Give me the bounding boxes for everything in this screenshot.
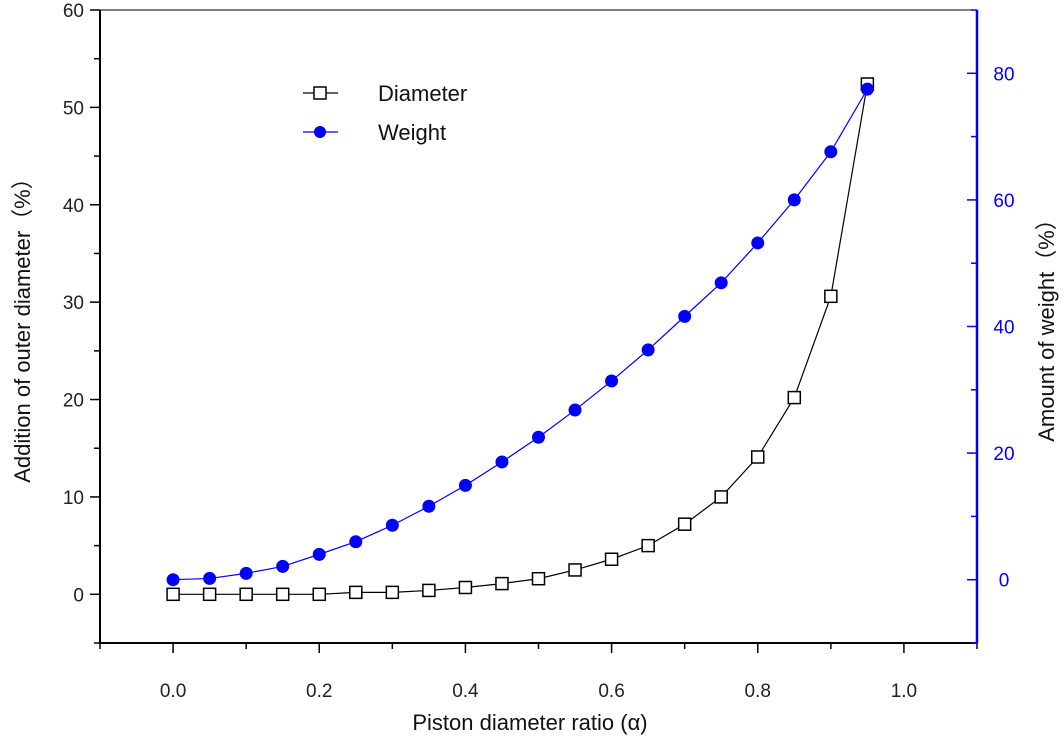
y-left-tick-label: 20 (63, 391, 84, 412)
y-left-tick-label: 10 (63, 488, 84, 509)
x-tick-label: 0.8 (745, 681, 771, 702)
y-right-tick-label: 0 (999, 571, 1010, 592)
y-right-tick-label: 40 (993, 318, 1014, 339)
y-left-tick-label: 50 (63, 98, 84, 119)
data-point-diameter (714, 490, 728, 504)
data-point-weight (714, 276, 728, 290)
data-point-diameter (495, 576, 509, 591)
y-axis-left-title: Addition of outer diameter（%） (10, 167, 35, 483)
data-point-diameter (531, 571, 546, 586)
y-left-tick-label: 30 (63, 293, 84, 314)
data-point-diameter (787, 390, 802, 405)
y-axis-right-title: Amount of weight（%） (1034, 208, 1059, 442)
legend-weight-marker (314, 126, 326, 138)
data-point-weight (787, 193, 801, 207)
data-point-diameter (239, 587, 253, 602)
series-line-diameter (173, 83, 868, 595)
data-point-weight (385, 518, 399, 532)
data-point-weight (824, 145, 838, 159)
axes: 0.0 0.2 0.4 0.6 0.8 1.0 0 10 20 30 40 50 60 0 20 40 60 80 (63, 1, 1015, 702)
data-point-diameter (275, 587, 290, 602)
data-point-diameter (422, 583, 436, 598)
data-point-weight (349, 535, 363, 549)
data-point-weight (276, 559, 290, 573)
data-point-diameter (312, 587, 326, 602)
data-point-weight (568, 403, 582, 417)
data-point-diameter (641, 538, 655, 553)
data-point-diameter (202, 587, 217, 602)
data-point-weight (678, 309, 692, 323)
y-left-tick-label: 60 (63, 1, 84, 22)
data-point-weight (422, 499, 436, 513)
data-point-diameter (751, 450, 765, 464)
data-point-diameter (824, 289, 838, 304)
data-point-weight (751, 236, 765, 250)
legend-weight-label: Weight (378, 120, 446, 145)
data-point-diameter (568, 563, 582, 577)
data-point-weight (641, 343, 655, 357)
data-point-weight (605, 374, 619, 388)
data-point-weight (860, 82, 874, 96)
x-axis-title: Piston diameter ratio (α) (412, 710, 647, 735)
data-point-diameter (166, 587, 180, 602)
legend: Diameter Weight (303, 81, 467, 145)
legend-diameter-marker (313, 86, 327, 100)
data-point-weight (166, 573, 180, 587)
y-right-tick-label: 80 (993, 64, 1014, 85)
data-point-weight (532, 430, 545, 444)
data-point-diameter (385, 585, 400, 600)
data-point-diameter (604, 552, 619, 566)
data-point-weight (203, 571, 217, 585)
y-left-tick-label: 40 (63, 196, 84, 217)
x-tick-label: 0.6 (598, 681, 624, 702)
series-line-weight (173, 88, 868, 581)
x-tick-label: 0.4 (452, 681, 479, 702)
y-right-tick-label: 20 (993, 444, 1014, 465)
x-tick-label: 0.0 (160, 681, 186, 702)
x-tick-label: 0.2 (306, 681, 332, 702)
legend-diameter-label: Diameter (378, 81, 467, 106)
data-point-weight (495, 455, 509, 469)
data-point-diameter (349, 585, 363, 600)
data-point-weight (312, 547, 326, 561)
y-left-tick-label: 0 (73, 585, 84, 606)
y-right-tick-label: 60 (993, 191, 1014, 212)
data-point-weight (239, 566, 253, 580)
data-point-weight (458, 478, 472, 492)
x-tick-label: 1.0 (891, 681, 917, 702)
data-point-diameter (458, 580, 473, 595)
data-point-diameter (677, 517, 692, 531)
series-group (166, 77, 875, 602)
